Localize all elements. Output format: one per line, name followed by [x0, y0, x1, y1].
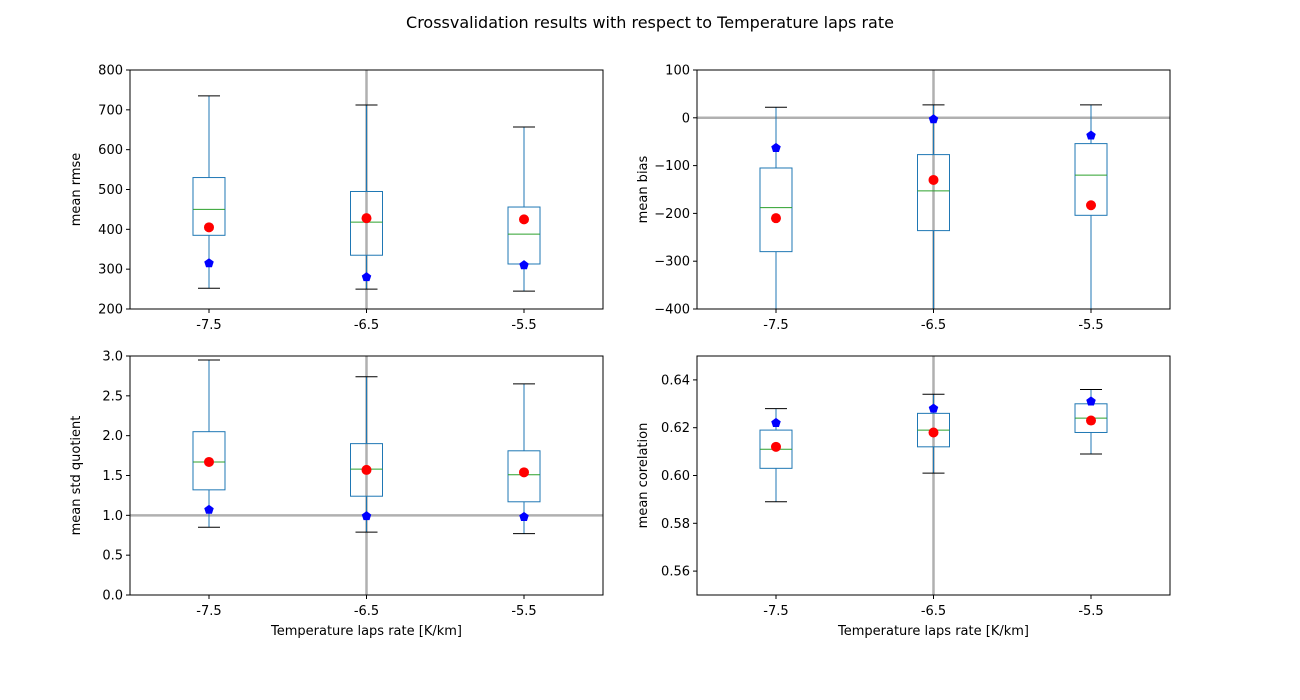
red-marker [928, 174, 939, 185]
x-axis-label: Temperature laps rate [K/km] [837, 624, 1029, 639]
x-tick-label: -5.5 [511, 604, 536, 619]
blue-marker [204, 258, 214, 268]
blue-marker [204, 504, 214, 514]
plot-area [130, 356, 603, 595]
y-tick-label: 0.5 [102, 549, 123, 564]
subplot-2: −400 −300 −200 −100 0 100 -7.5 -6.5 -5.5 mean bia… [636, 64, 1171, 333]
red-marker [770, 213, 781, 224]
blue-marker [771, 142, 781, 152]
y-axis-label: mean rmse [69, 153, 84, 227]
red-marker [770, 441, 781, 452]
x-tick-label: -7.5 [763, 604, 788, 619]
box--7.5 [759, 408, 793, 503]
x-tick-label: -6.5 [921, 604, 946, 619]
subplot-4: 0.56 0.58 0.60 0.62 0.64 -7.5 -6.5 -5.5 mean cor… [636, 355, 1171, 639]
y-tick-label: 200 [98, 303, 123, 318]
subplot-3: 0.0 0.5 1.0 1.5 2.0 2.5 3.0 -7.5 -6.5 -5.5 mean st… [69, 350, 604, 639]
red-marker [928, 427, 939, 438]
box-body [917, 154, 950, 232]
y-tick-label: −300 [654, 255, 690, 270]
plot-area [759, 356, 1108, 595]
blue-marker [519, 260, 529, 270]
y-tick-label: −400 [654, 303, 690, 318]
blue-marker [361, 511, 372, 521]
x-tick-label: -7.5 [196, 604, 221, 619]
blue-marker [1086, 396, 1096, 406]
box-body [192, 431, 226, 491]
red-marker [361, 213, 372, 224]
x-tick-label: -7.5 [196, 318, 221, 333]
y-axis-label: mean bias [636, 155, 651, 223]
y-tick-label: 600 [98, 143, 123, 158]
box-body [507, 450, 541, 503]
y-tick-label: 700 [98, 103, 123, 118]
box-body [350, 190, 383, 256]
blue-marker [519, 511, 529, 521]
y-tick-label: 0.62 [661, 421, 690, 436]
box-body [350, 443, 383, 497]
box-body [192, 177, 226, 236]
red-marker [519, 467, 530, 478]
box--7.5 [759, 106, 793, 309]
red-marker [1086, 200, 1097, 211]
panels: 200 300 400 500 600 700 800 -7.5 -6.5 -5.5 mean rm… [69, 64, 1171, 639]
y-tick-label: 0.0 [102, 589, 123, 604]
red-marker [361, 464, 372, 475]
red-marker [203, 222, 214, 233]
y-tick-label: 0.56 [661, 565, 690, 580]
y-axis-label: mean std quotient [69, 416, 84, 536]
x-tick-label: -7.5 [763, 318, 788, 333]
blue-marker [1086, 130, 1096, 140]
y-tick-label: 2.0 [102, 429, 123, 444]
x-tick-label: -6.5 [354, 318, 379, 333]
y-tick-label: 0 [682, 111, 690, 126]
box--7.5 [192, 359, 226, 528]
blue-marker [928, 114, 939, 124]
y-tick-label: 0.64 [661, 373, 690, 388]
red-marker [519, 214, 530, 225]
y-tick-label: 500 [98, 183, 123, 198]
y-axis-label: mean corelation [636, 423, 651, 529]
y-tick-label: 0.60 [661, 469, 690, 484]
y-tick-label: −200 [654, 207, 690, 222]
y-tick-label: 300 [98, 263, 123, 278]
box-body [759, 167, 793, 253]
x-tick-label: -6.5 [921, 318, 946, 333]
x-axis-label: Temperature laps rate [K/km] [270, 624, 462, 639]
figure-title: Crossvalidation results with respect to … [406, 13, 894, 32]
box--5.5 [507, 383, 541, 535]
y-tick-label: 400 [98, 223, 123, 238]
red-marker [1086, 415, 1097, 426]
box-body [1074, 143, 1108, 216]
box--5.5 [1074, 104, 1108, 309]
y-tick-label: 0.58 [661, 517, 690, 532]
red-marker [203, 456, 214, 467]
blue-marker [771, 417, 781, 427]
y-tick-label: 100 [665, 64, 690, 79]
y-tick-label: 3.0 [102, 350, 123, 365]
x-tick-label: -5.5 [511, 318, 536, 333]
plot-area [697, 70, 1170, 309]
y-tick-label: −100 [654, 159, 690, 174]
y-tick-label: 800 [98, 64, 123, 79]
y-tick-label: 1.5 [102, 469, 123, 484]
plot-area [192, 70, 541, 309]
y-tick-label: 2.5 [102, 389, 123, 404]
x-tick-label: -5.5 [1078, 604, 1103, 619]
y-tick-label: 1.0 [102, 509, 123, 524]
subplot-1: 200 300 400 500 600 700 800 -7.5 -6.5 -5.5 mean rm… [69, 64, 604, 333]
blue-marker [361, 272, 372, 282]
box--6.5 [350, 376, 383, 533]
blue-marker [928, 403, 939, 413]
box--6.5 [917, 104, 950, 309]
x-tick-label: -6.5 [354, 604, 379, 619]
x-tick-label: -5.5 [1078, 318, 1103, 333]
